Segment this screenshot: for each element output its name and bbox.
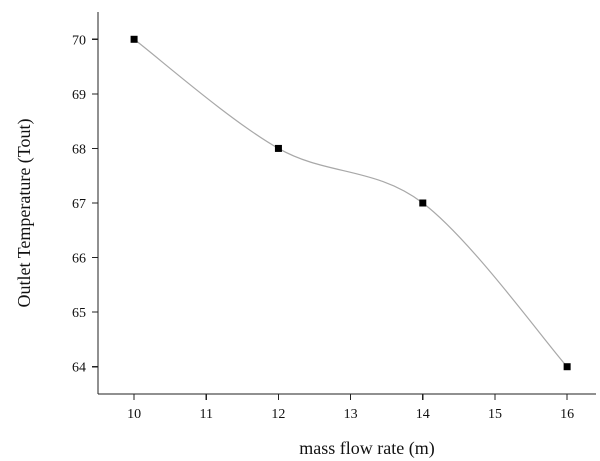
y-ticks: 64 65 66 67 68 69 70 [72, 33, 98, 376]
y-axis-title: Outlet Temperature (Tout) [14, 118, 35, 307]
x-tick-label: 16 [560, 407, 574, 422]
y-tick-label: 65 [72, 306, 86, 321]
x-tick-label: 12 [271, 407, 285, 422]
y-tick-label: 67 [72, 197, 86, 212]
y-tick-label: 64 [72, 361, 86, 376]
x-tick-label: 14 [416, 407, 430, 422]
data-points [130, 35, 571, 371]
series-line [133, 38, 568, 368]
data-point [563, 363, 571, 371]
x-axis-title: mass flow rate (m) [299, 438, 434, 459]
y-tick-label: 66 [72, 252, 86, 267]
data-point [274, 144, 282, 152]
y-tick-label: 69 [72, 88, 86, 103]
plot-area: 10 11 12 13 14 15 16 64 65 66 67 68 69 70 [72, 12, 596, 422]
x-tick-label: 11 [200, 407, 213, 422]
x-tick-label: 10 [127, 407, 141, 422]
x-tick-label: 13 [344, 407, 358, 422]
x-tick-label: 15 [488, 407, 502, 422]
x-ticks: 10 11 12 13 14 15 16 [127, 394, 574, 422]
y-tick-label: 70 [72, 33, 86, 48]
y-tick-label: 68 [72, 142, 86, 157]
data-point [419, 199, 427, 207]
data-point [130, 35, 138, 43]
